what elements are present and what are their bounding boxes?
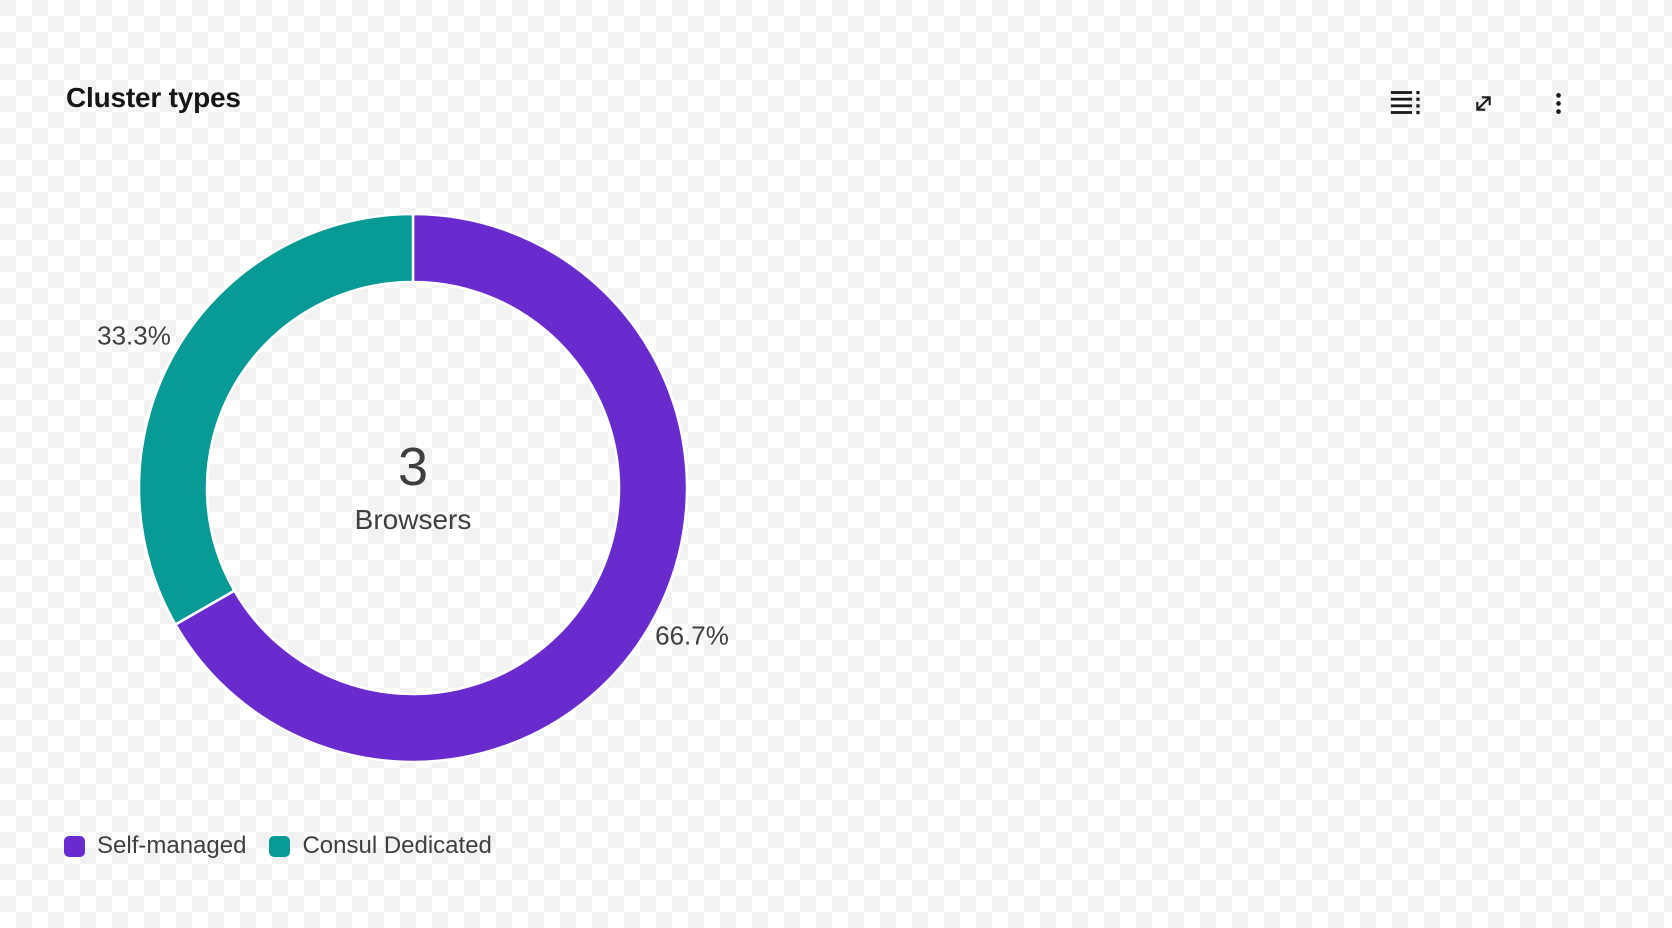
expand-button[interactable] <box>1470 90 1497 120</box>
legend-label: Consul Dedicated <box>302 832 492 859</box>
donut-slice-consul-dedicated[interactable] <box>137 212 415 627</box>
kebab-menu-button[interactable] <box>1545 90 1572 120</box>
donut-svg <box>137 212 689 764</box>
legend-item-consul-dedicated[interactable]: Consul Dedicated <box>269 832 492 860</box>
donut-chart <box>133 208 693 768</box>
legend-swatch-self-managed <box>64 835 85 857</box>
data-list-button[interactable] <box>1388 86 1422 123</box>
data-list-icon <box>1388 86 1422 123</box>
donut-center-label: 3 Browsers <box>355 440 472 536</box>
slice-label-consul-dedicated: 33.3% <box>97 320 171 351</box>
donut-center-value: 3 <box>397 437 429 497</box>
legend-swatch-consul-dedicated <box>269 835 291 857</box>
legend-label: Self-managed <box>97 832 247 859</box>
donut-center-caption: Browsers <box>354 504 472 535</box>
card-toolbar <box>1388 86 1572 123</box>
kebab-menu-icon <box>1545 90 1572 120</box>
legend: Self-managed Consul Dedicated <box>64 832 492 860</box>
expand-icon <box>1470 90 1497 120</box>
card-title: Cluster types <box>66 82 241 113</box>
legend-item-self-managed[interactable]: Self-managed <box>64 832 246 860</box>
donut-slice-self-managed[interactable] <box>173 212 689 764</box>
slice-label-self-managed: 66.7% <box>655 620 729 651</box>
